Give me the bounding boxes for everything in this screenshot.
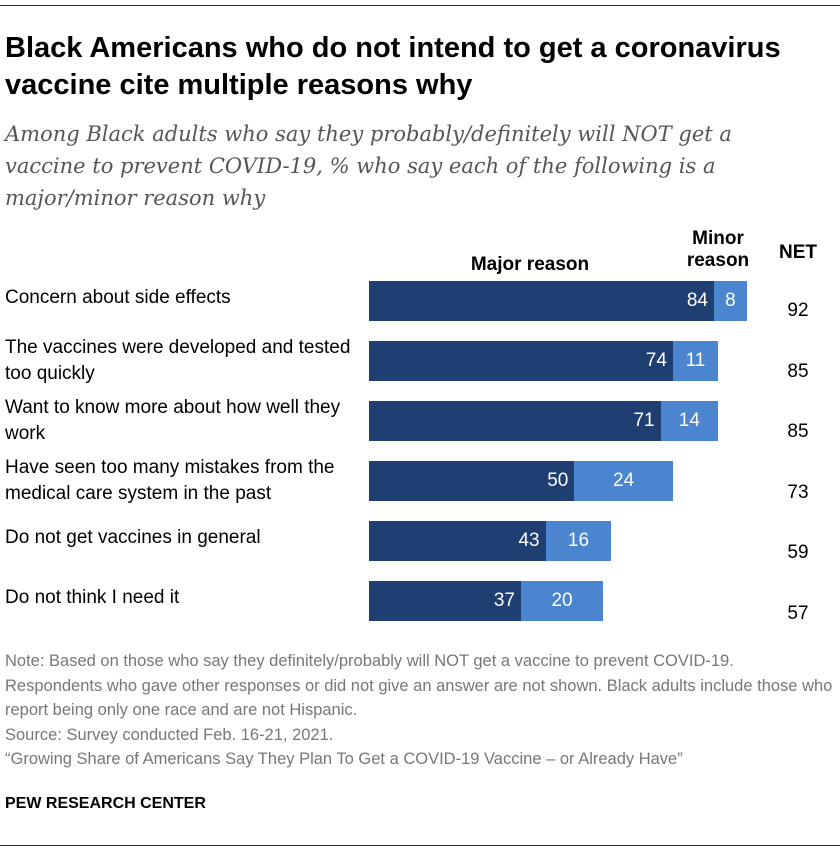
report-title: “Growing Share of Americans Say They Pla… [5, 750, 683, 768]
category-label: Concern about side effects [5, 287, 231, 308]
header-minor: Minor reason [686, 228, 750, 271]
brand-logo: PEW RESEARCH CENTER [5, 795, 206, 812]
bar-minor: 16 [545, 521, 612, 561]
category-label: Do not think I need it [5, 587, 180, 608]
bar-major: 50 [369, 461, 575, 501]
bar-major: 74 [369, 341, 673, 381]
net-value: 57 [787, 603, 809, 624]
bar-major: 37 [369, 581, 521, 621]
bar-minor: 11 [672, 341, 719, 381]
bar-minor: 24 [574, 461, 673, 501]
header-major: Major reason [470, 254, 590, 275]
category-label: The vaccines were developed and tested t… [5, 337, 351, 384]
data-label: 50 [547, 470, 569, 491]
bar-major: 43 [369, 521, 546, 561]
bottom-rule [0, 845, 840, 846]
header-net: NET [779, 242, 817, 263]
data-label: 74 [645, 350, 667, 371]
data-label: 37 [493, 590, 515, 611]
data-label: 84 [686, 290, 708, 311]
note-text: Note: Based on those who say they defini… [5, 652, 833, 719]
data-label: 8 [725, 290, 736, 311]
chart-title: Black Americans who do not intend to get… [5, 32, 781, 101]
bar-major: 84 [369, 281, 714, 321]
bar-major: 71 [369, 401, 661, 441]
category-label: Want to know more about how well they wo… [5, 397, 341, 444]
net-value: 85 [787, 360, 809, 382]
category-label: Do not get vaccines in general [5, 527, 261, 548]
category-label: Have seen too many mistakes from the med… [5, 457, 335, 504]
data-label: 16 [567, 530, 590, 551]
bar-minor: 14 [660, 401, 719, 441]
data-label: 71 [633, 410, 655, 431]
top-rule [0, 5, 840, 6]
data-label: 43 [518, 530, 540, 551]
notes: Note: Based on those who say they defini… [5, 649, 835, 772]
net-value: 85 [787, 421, 809, 443]
chart-subtitle: Among Black adults who say they probably… [5, 122, 732, 210]
net-value: 59 [787, 542, 809, 564]
data-label: 20 [551, 590, 573, 611]
source-text: Source: Survey conducted Feb. 16-21, 202… [5, 725, 334, 744]
net-value: 92 [787, 300, 809, 321]
bar-minor: 20 [520, 581, 604, 621]
data-label: 24 [613, 470, 635, 491]
bar-minor: 8 [713, 281, 747, 321]
net-value: 73 [787, 481, 809, 503]
data-label: 11 [685, 350, 706, 371]
data-label: 14 [678, 410, 700, 431]
